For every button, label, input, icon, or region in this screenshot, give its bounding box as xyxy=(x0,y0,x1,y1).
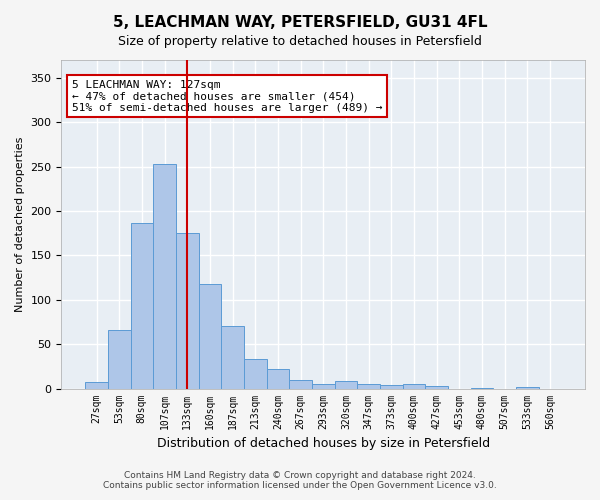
Bar xyxy=(199,284,221,389)
Bar xyxy=(108,330,131,388)
Bar xyxy=(244,360,266,388)
Bar xyxy=(335,382,357,388)
Bar xyxy=(266,369,289,388)
Y-axis label: Number of detached properties: Number of detached properties xyxy=(15,136,25,312)
Bar xyxy=(85,382,108,388)
Bar xyxy=(289,380,312,388)
Bar xyxy=(516,387,539,388)
Bar xyxy=(380,385,403,388)
Bar xyxy=(131,222,153,388)
Bar xyxy=(312,384,335,388)
Bar xyxy=(403,384,425,388)
Text: Contains HM Land Registry data © Crown copyright and database right 2024.
Contai: Contains HM Land Registry data © Crown c… xyxy=(103,470,497,490)
X-axis label: Distribution of detached houses by size in Petersfield: Distribution of detached houses by size … xyxy=(157,437,490,450)
Text: 5 LEACHMAN WAY: 127sqm
← 47% of detached houses are smaller (454)
51% of semi-de: 5 LEACHMAN WAY: 127sqm ← 47% of detached… xyxy=(72,80,382,113)
Bar xyxy=(221,326,244,388)
Text: 5, LEACHMAN WAY, PETERSFIELD, GU31 4FL: 5, LEACHMAN WAY, PETERSFIELD, GU31 4FL xyxy=(113,15,487,30)
Bar xyxy=(153,164,176,388)
Text: Size of property relative to detached houses in Petersfield: Size of property relative to detached ho… xyxy=(118,35,482,48)
Bar xyxy=(176,233,199,388)
Bar xyxy=(425,386,448,388)
Bar xyxy=(357,384,380,388)
